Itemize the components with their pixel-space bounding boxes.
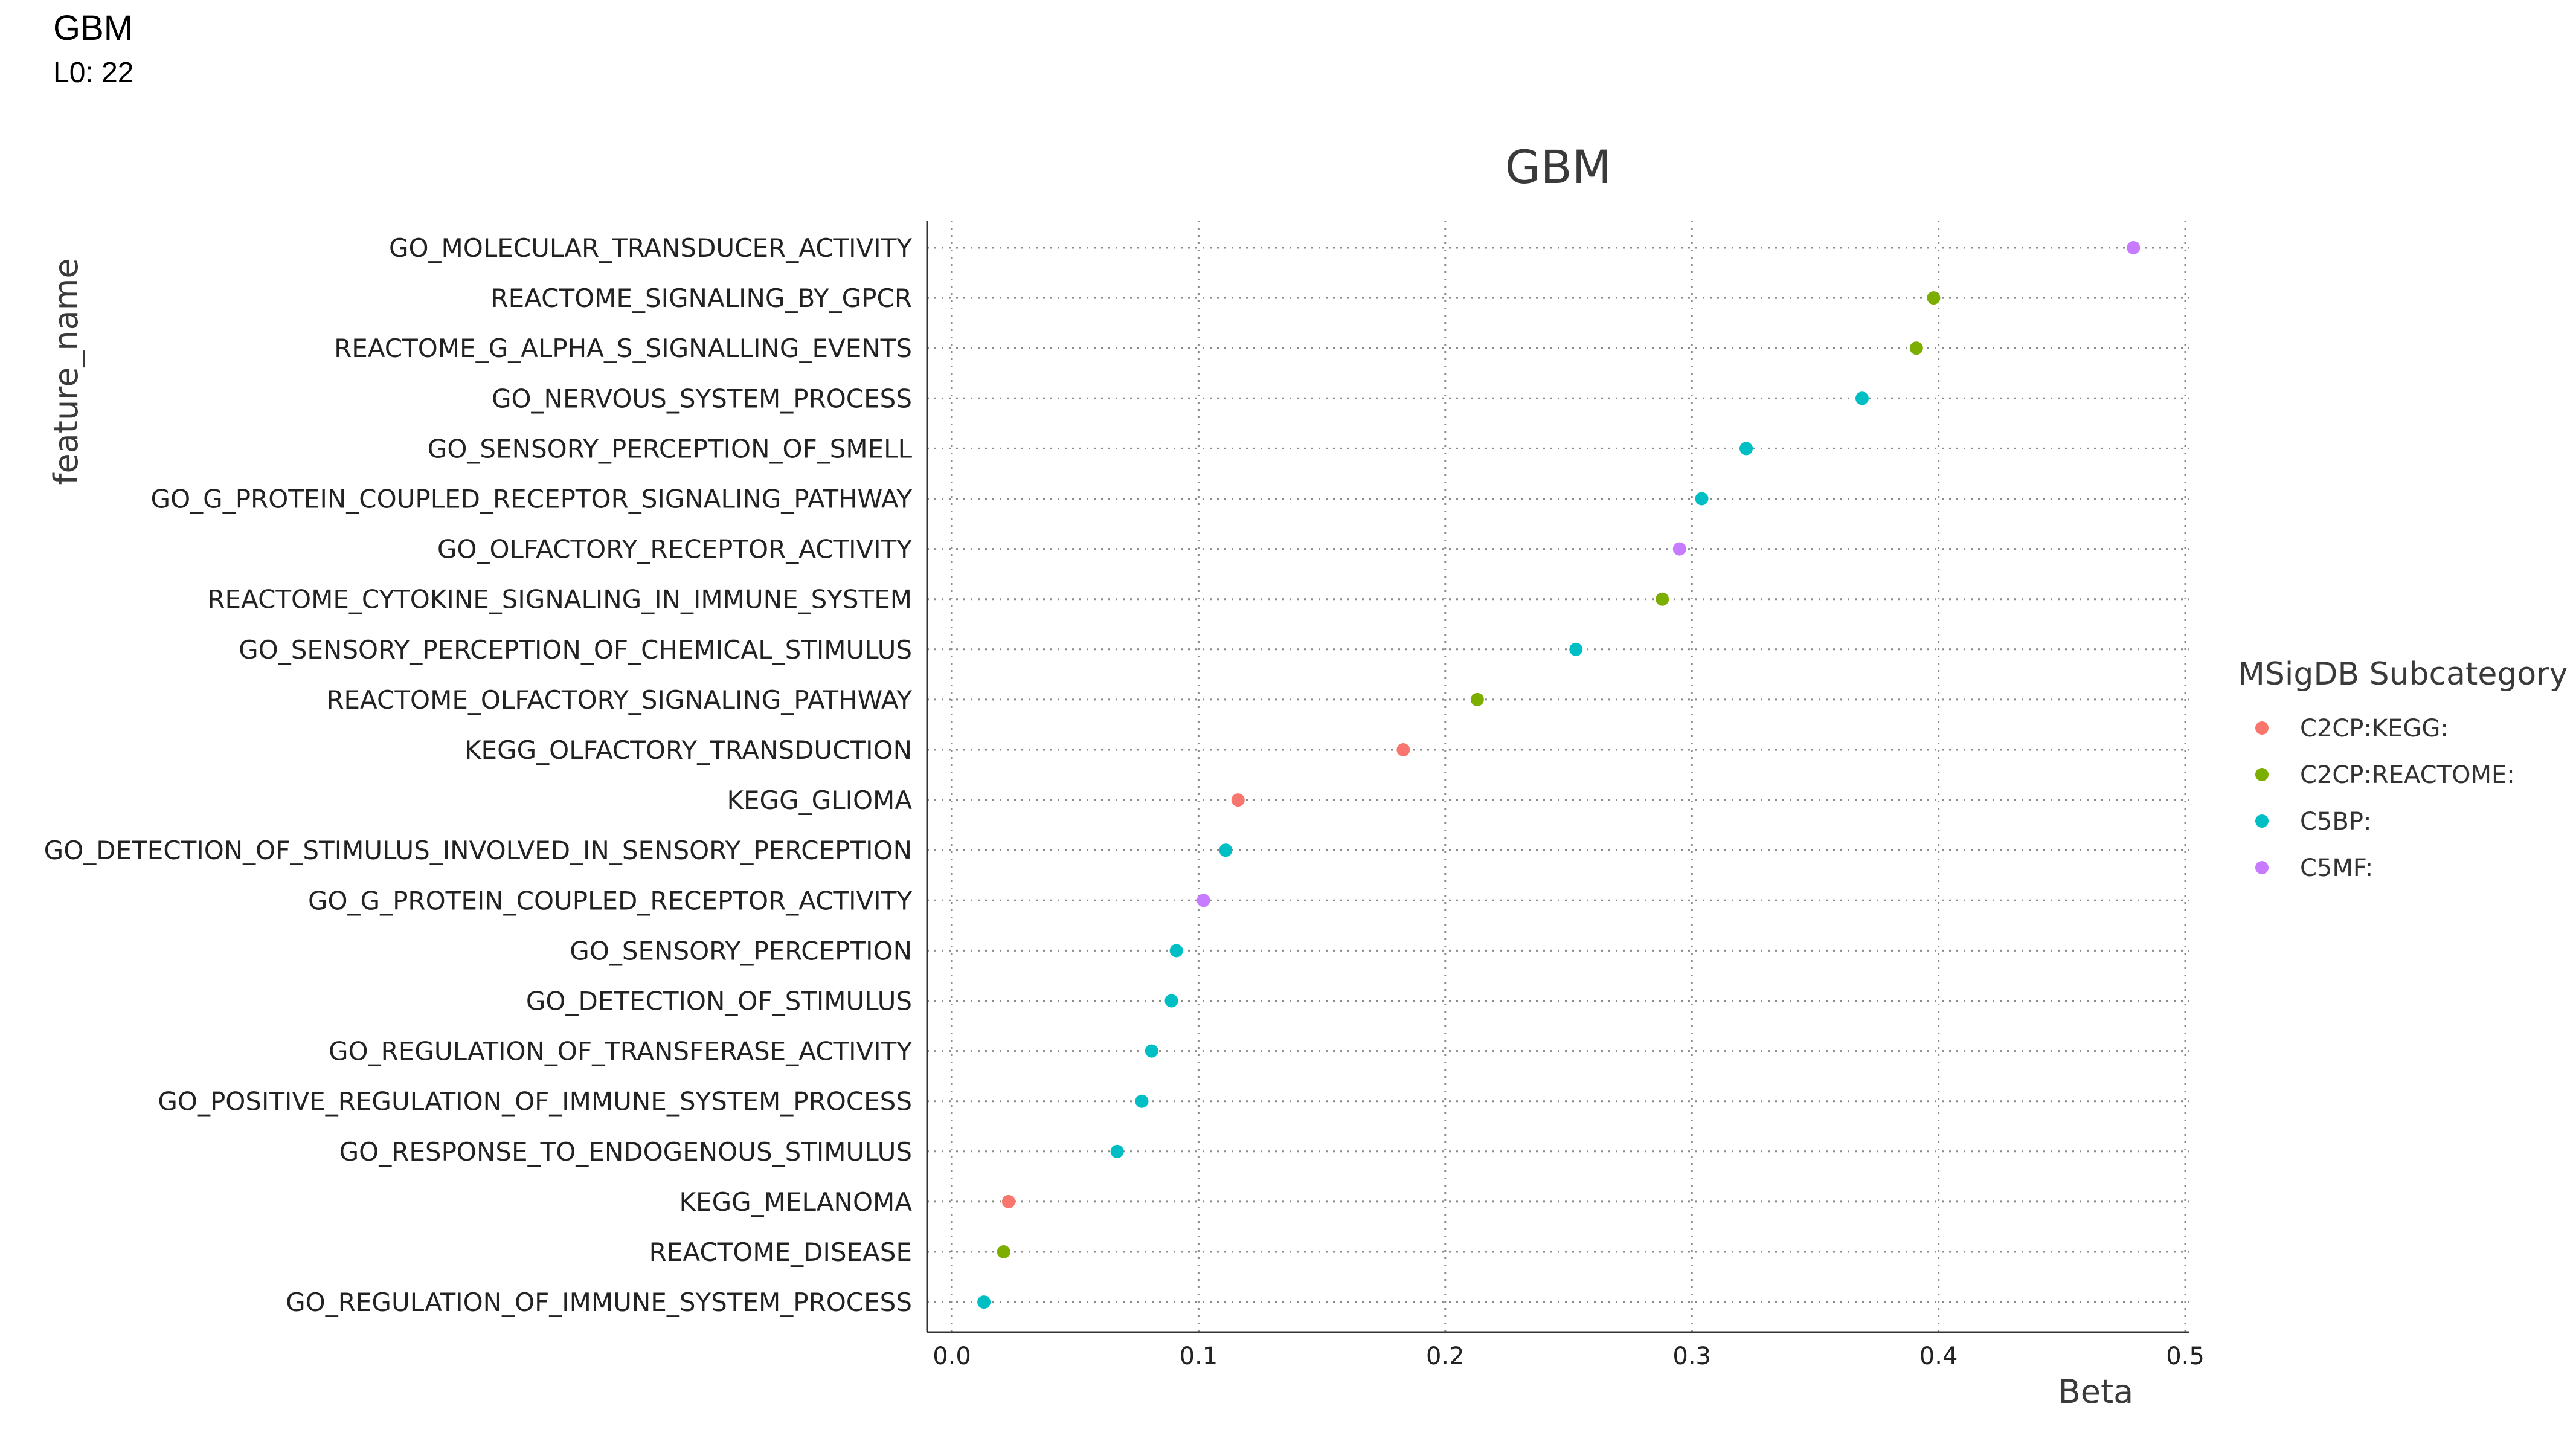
y-tick-label: REACTOME_SIGNALING_BY_GPCR: [490, 283, 912, 313]
y-tick-label: GO_RESPONSE_TO_ENDOGENOUS_STIMULUS: [339, 1137, 912, 1167]
grid-layer: [927, 221, 2189, 1332]
data-point: [1470, 692, 1484, 706]
y-tick-label: GO_REGULATION_OF_IMMUNE_SYSTEM_PROCESS: [286, 1287, 912, 1317]
x-tick-label: 0.3: [1672, 1342, 1711, 1370]
x-tick-label: 0.1: [1180, 1342, 1218, 1370]
data-point: [1135, 1094, 1149, 1108]
legend-title: MSigDB Subcategory: [2238, 656, 2568, 692]
legend-swatch: [2255, 721, 2269, 735]
data-point: [1231, 793, 1245, 807]
data-point: [1169, 944, 1183, 958]
data-point: [1695, 492, 1709, 506]
data-point: [1927, 291, 1941, 305]
y-tick-label: REACTOME_OLFACTORY_SIGNALING_PATHWAY: [326, 685, 912, 715]
data-point: [1656, 592, 1669, 606]
y-tick-label: GO_OLFACTORY_RECEPTOR_ACTIVITY: [437, 535, 912, 564]
data-point: [1001, 1194, 1015, 1208]
y-tick-label: REACTOME_CYTOKINE_SIGNALING_IN_IMMUNE_SY…: [207, 585, 912, 614]
data-point: [2127, 241, 2141, 254]
y-tick-label: REACTOME_G_ALPHA_S_SIGNALLING_EVENTS: [334, 334, 912, 363]
x-tick-label: 0.0: [933, 1342, 971, 1370]
legend: MSigDB Subcategory C2CP:KEGG: C2CP:REACTOM…: [2238, 656, 2568, 882]
data-point: [1145, 1044, 1158, 1058]
legend-label: C5MF:: [2300, 854, 2373, 882]
data-point: [1219, 843, 1233, 857]
legend-label: C2CP:KEGG:: [2300, 715, 2449, 743]
label-layer: 0.0 0.1 0.2 0.3 0.4 0.5 GO_MOLECULAR_TRANSDUCE…: [44, 140, 2205, 1411]
y-tick-label: GO_DETECTION_OF_STIMULUS_INVOLVED_IN_SEN…: [44, 836, 912, 865]
y-tick-label: GO_POSITIVE_REGULATION_OF_IMMUNE_SYSTEM_…: [158, 1087, 912, 1116]
axis-layer: [926, 221, 2189, 1333]
header-title: GBM: [53, 8, 133, 48]
y-axis-title: feature_name: [47, 258, 85, 485]
y-tick-label: GO_SENSORY_PERCEPTION_OF_CHEMICAL_STIMUL…: [239, 635, 912, 665]
x-axis-title: Beta: [2058, 1373, 2134, 1411]
data-point: [1855, 392, 1869, 405]
x-tick-label: 0.4: [1919, 1342, 1958, 1370]
data-point: [1396, 743, 1410, 756]
y-tick-label: KEGG_GLIOMA: [727, 785, 912, 815]
y-tick-label: KEGG_MELANOMA: [679, 1187, 913, 1217]
point-layer: [977, 241, 2141, 1309]
data-point: [1569, 642, 1583, 656]
data-point: [1672, 542, 1686, 556]
y-tick-label: KEGG_OLFACTORY_TRANSDUCTION: [464, 735, 912, 765]
chart-title: GBM: [1505, 140, 1612, 194]
legend-swatch: [2255, 861, 2269, 874]
data-point: [1164, 994, 1178, 1008]
data-point: [1909, 341, 1923, 355]
data-point: [1110, 1144, 1124, 1158]
legend-label: C5BP:: [2300, 808, 2371, 836]
header-subtitle: L0: 22: [53, 57, 134, 89]
legend-swatch: [2255, 768, 2269, 781]
x-tick-label: 0.5: [2166, 1342, 2205, 1370]
y-tick-label: GO_SENSORY_PERCEPTION: [570, 936, 912, 965]
y-tick-label: GO_G_PROTEIN_COUPLED_RECEPTOR_SIGNALING_…: [151, 485, 913, 514]
legend-swatch: [2255, 814, 2269, 828]
y-tick-label: GO_NERVOUS_SYSTEM_PROCESS: [492, 384, 912, 413]
y-tick-label: REACTOME_DISEASE: [649, 1237, 912, 1267]
data-point: [997, 1245, 1010, 1258]
x-tick-label: 0.2: [1426, 1342, 1465, 1370]
data-point: [1739, 442, 1753, 456]
legend-label: C2CP:REACTOME:: [2300, 761, 2515, 789]
y-tick-label: GO_SENSORY_PERCEPTION_OF_SMELL: [428, 434, 913, 463]
y-tick-label: GO_MOLECULAR_TRANSDUCER_ACTIVITY: [389, 233, 912, 263]
y-tick-label: GO_DETECTION_OF_STIMULUS: [526, 987, 912, 1016]
data-point: [977, 1295, 991, 1309]
data-point: [1196, 894, 1210, 907]
y-tick-label: GO_REGULATION_OF_TRANSFERASE_ACTIVITY: [329, 1037, 912, 1066]
y-tick-label: GO_G_PROTEIN_COUPLED_RECEPTOR_ACTIVITY: [308, 886, 912, 915]
